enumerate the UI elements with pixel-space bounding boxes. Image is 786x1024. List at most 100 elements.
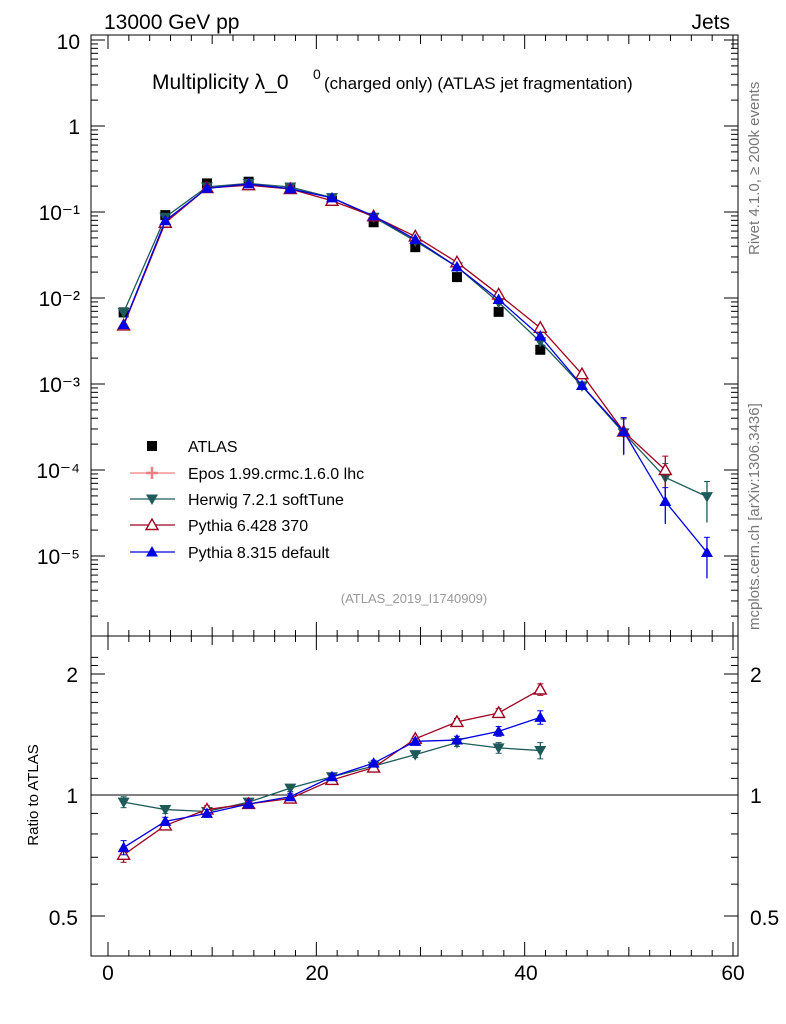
y-tick-label: 10⁻² [39, 288, 80, 311]
legend-marker [146, 546, 158, 557]
ratio-point [534, 711, 547, 722]
x-tick-labels: 0 20 40 60 [102, 962, 745, 985]
data-point [410, 242, 421, 253]
data-point [367, 209, 380, 221]
data-point [451, 272, 462, 283]
legend-marker [146, 467, 158, 479]
y-tick-label: 10⁻⁵ [37, 546, 80, 569]
data-point [242, 177, 255, 189]
ratio-point [284, 783, 297, 795]
legend-marker-herwig [130, 494, 175, 505]
legend-label-herwig: Herwig 7.2.1 softTune [188, 492, 344, 509]
ratio-point [117, 841, 130, 853]
ratio-tick-label: 2 [66, 664, 78, 687]
ratio-point [409, 750, 422, 761]
y-tick-label: 10 [57, 31, 80, 54]
analysis-id: (ATLAS_2019_I1740909) [341, 591, 487, 606]
data-point [200, 182, 213, 193]
data-point [535, 344, 546, 355]
data-point [492, 293, 505, 305]
ratio-point [117, 797, 130, 809]
ratio-point [409, 735, 422, 746]
legend-marker [147, 441, 157, 451]
ratio-tick-label-right: 0.5 [750, 907, 779, 930]
ratio-point [159, 815, 172, 826]
ratio-point [534, 746, 547, 757]
title-rest: (charged only) (ATLAS jet fragmentation) [324, 74, 633, 93]
data-point [574, 366, 590, 380]
data-point [658, 462, 673, 476]
legend-label-pythia8: Pythia 8.315 default [188, 545, 330, 562]
ratio-tick-label-right: 1 [750, 785, 762, 808]
legend-marker-atlas [147, 441, 157, 451]
ratio-point [449, 714, 465, 728]
rivet-label: Rivet 4.1.0, ≥ 200k events [746, 82, 763, 255]
data-point [117, 307, 130, 319]
data-point [117, 318, 130, 330]
legend-entry-pythia6: Pythia 6.428 370 [130, 517, 308, 535]
mcplots-label: mcplots.cern.ch [arXiv:1306.3436] [746, 403, 763, 630]
ratio-point [242, 797, 255, 809]
legend-marker-pythia6 [130, 517, 175, 531]
y-tick-label: 10⁻³ [39, 374, 80, 397]
legend-marker [146, 494, 158, 505]
ratio-point [284, 790, 297, 802]
ratio-frame [90, 635, 739, 957]
legend-marker-pythia8 [130, 546, 175, 557]
series-4 [117, 177, 713, 579]
data-point [159, 214, 172, 226]
legend-entry-epos: Epos 1.99.crmc.1.6.0 lhc [130, 466, 364, 483]
data-point [493, 306, 504, 317]
ratio-point [200, 807, 213, 818]
data-point [284, 182, 297, 194]
ratio-tick-labels: 2 1 0.5 2 1 0.5 [49, 664, 779, 930]
data-point [700, 546, 713, 557]
legend-label-epos: Epos 1.99.crmc.1.6.0 lhc [188, 466, 364, 483]
legend-label-pythia6: Pythia 6.428 370 [188, 518, 308, 535]
main-plot-area [116, 176, 713, 579]
legend-entry-pythia8: Pythia 8.315 default [130, 545, 330, 562]
x-tick-label: 60 [721, 962, 744, 985]
main-title: Multiplicity λ_0 0 (charged only) (ATLAS… [152, 66, 633, 94]
ratio-point [492, 743, 505, 754]
ratio-point [450, 734, 463, 745]
ratio-plot-area [116, 682, 548, 863]
data-point [325, 191, 338, 203]
ratio-point [491, 705, 506, 719]
header-right: Jets [691, 11, 730, 34]
legend-marker [144, 517, 160, 531]
ratio-tick-label: 1 [66, 785, 78, 808]
y-tick-label: 10⁻¹ [39, 202, 80, 225]
data-point [409, 233, 422, 244]
ratio-tick-label: 0.5 [49, 907, 78, 930]
x-tick-label: 0 [102, 962, 114, 985]
title-superscript: 0 [313, 66, 321, 82]
data-point [700, 492, 713, 503]
legend-entry-herwig: Herwig 7.2.1 softTune [130, 492, 344, 509]
ratio-point [159, 805, 172, 816]
ratio-series-4 [117, 710, 547, 856]
legend-entry-atlas: ATLAS [147, 439, 238, 456]
ratio-axis-label: Ratio to ATLAS [25, 744, 42, 845]
ratio-point [533, 682, 548, 695]
axis-ticks [91, 35, 738, 956]
legend-marker-epos [130, 467, 175, 479]
title-main: Multiplicity λ_0 [152, 71, 289, 94]
x-tick-label: 20 [305, 962, 328, 985]
data-point [575, 379, 588, 391]
data-point [450, 260, 463, 272]
data-point [534, 330, 547, 341]
ratio-point [367, 757, 380, 768]
data-point [617, 425, 630, 437]
x-tick-label: 40 [514, 962, 537, 985]
y-tick-label: 10⁻⁴ [37, 460, 80, 483]
ratio-point [492, 725, 505, 736]
y-tick-labels: 10 1 10⁻¹ 10⁻² 10⁻³ 10⁻⁴ 10⁻⁵ [37, 31, 80, 569]
data-point [659, 495, 672, 507]
ratio-point [325, 770, 338, 782]
y-tick-label: 1 [68, 116, 80, 139]
legend: ATLAS Epos 1.99.crmc.1.6.0 lhc Herwig 7.… [130, 439, 364, 562]
ratio-tick-label-right: 2 [750, 664, 762, 687]
legend-label-atlas: ATLAS [188, 439, 238, 456]
